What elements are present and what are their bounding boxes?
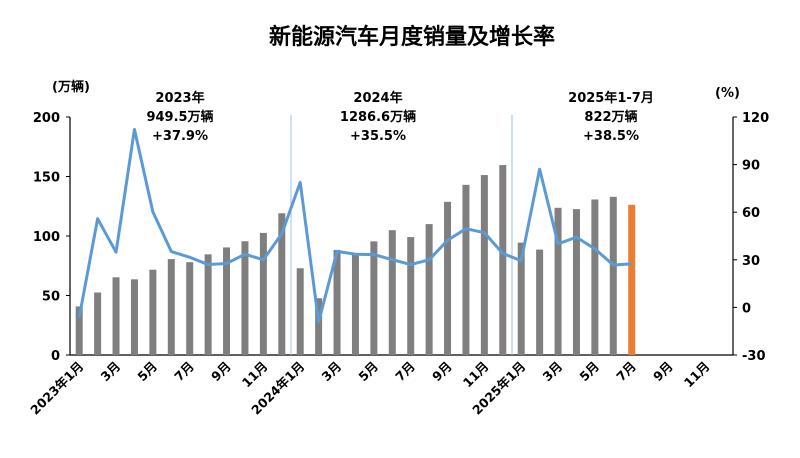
- sales-bar: [480, 175, 488, 355]
- sales-bar: [591, 199, 599, 355]
- annotation-text: 822万辆: [584, 109, 637, 125]
- sales-bar: [241, 241, 249, 355]
- sales-bar: [186, 262, 194, 355]
- annotation-text: 2023年: [155, 90, 204, 106]
- sales-bar: [628, 204, 636, 355]
- y-right-tick-label: 120: [742, 111, 769, 126]
- annotation-text: +37.9%: [152, 129, 208, 144]
- annotation-text: 2024年: [353, 90, 402, 106]
- x-tick-label: 9月: [429, 359, 455, 385]
- sales-bar: [112, 277, 120, 355]
- sales-bar: [554, 207, 562, 355]
- annotation-text: 2025年1-7月: [568, 90, 654, 106]
- plot-area: 200 150 100 50 0 120 90 60 30 0 -30 2023年1月 3月 5月 7月 9月…: [27, 90, 769, 418]
- sales-bar: [499, 165, 507, 355]
- sales-bar: [75, 306, 83, 355]
- y-right-tick-label: -30: [742, 349, 766, 364]
- x-tick-label: 3月: [319, 359, 345, 385]
- sales-bar: [315, 298, 323, 355]
- sales-bar: [94, 292, 102, 355]
- sales-bar: [351, 253, 359, 355]
- x-tick-label: 9月: [208, 359, 234, 385]
- annotation-text: 1286.6万辆: [340, 109, 416, 125]
- sales-bar: [462, 184, 470, 355]
- annotation-text: +38.5%: [583, 129, 639, 144]
- sales-bar: [278, 213, 286, 355]
- x-tick-label: 7月: [171, 359, 197, 385]
- sales-bar: [407, 237, 415, 355]
- y-left-tick-label: 100: [33, 230, 60, 245]
- sales-bar: [425, 224, 433, 355]
- y-left-tick-label: 50: [42, 290, 60, 305]
- sales-bar: [223, 247, 231, 355]
- sales-bar: [149, 269, 157, 355]
- x-tick-label: 5月: [134, 359, 160, 385]
- y-right-tick-label: 30: [742, 254, 760, 269]
- x-tick-label: 3月: [540, 359, 566, 385]
- y-right-tick-label: 90: [742, 159, 760, 174]
- annotation-text: +35.5%: [350, 129, 406, 144]
- sales-bar: [130, 279, 138, 355]
- y-right-unit: (%): [715, 86, 740, 101]
- x-tick-label: 3月: [98, 359, 124, 385]
- x-tick-label: 11月: [681, 359, 713, 391]
- sales-bar: [167, 259, 175, 355]
- sales-bar: [296, 268, 304, 355]
- sales-bar: [536, 249, 544, 355]
- sales-bar: [204, 254, 212, 355]
- y-right-tick-label: 0: [742, 301, 751, 316]
- x-tick-label: 11月: [460, 359, 492, 391]
- y-left-tick-label: 0: [51, 349, 60, 364]
- x-tick-label: 7月: [613, 359, 639, 385]
- x-tick-label: 9月: [650, 359, 676, 385]
- x-tick-label: 2023年1月: [27, 359, 86, 418]
- annotation-text: 949.5万辆: [146, 109, 213, 125]
- y-left-unit: (万辆): [52, 79, 90, 95]
- sales-bar: [609, 196, 617, 355]
- y-left-tick-label: 150: [33, 171, 60, 186]
- sales-bar: [517, 242, 525, 355]
- y-left-tick-label: 200: [33, 111, 60, 126]
- x-tick-label: 5月: [355, 359, 381, 385]
- sales-bar: [572, 209, 580, 355]
- sales-bar: [333, 249, 341, 355]
- x-tick-label: 7月: [392, 359, 418, 385]
- x-tick-label: 11月: [239, 359, 271, 391]
- sales-bar: [444, 201, 452, 355]
- sales-bar: [259, 232, 267, 355]
- y-right-tick-label: 60: [742, 206, 760, 221]
- x-tick-label: 5月: [576, 359, 602, 385]
- sales-bar: [370, 241, 378, 355]
- sales-bar: [388, 230, 396, 355]
- chart-title: 新能源汽车月度销量及增长率: [269, 24, 555, 50]
